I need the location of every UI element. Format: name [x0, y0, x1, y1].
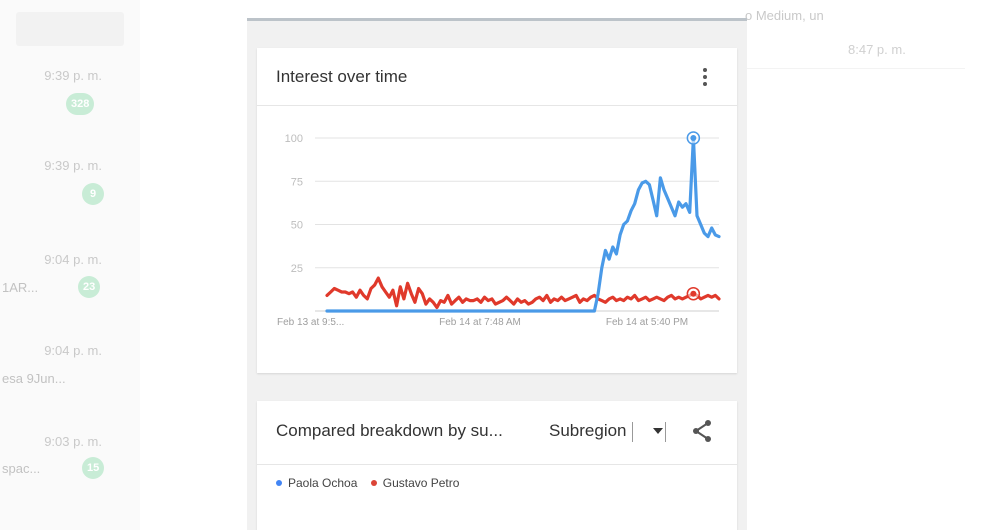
chat-time: 9:39 p. m. [44, 68, 102, 83]
unread-badge: 9 [82, 183, 104, 205]
subregion-select[interactable]: Subregion [549, 421, 627, 440]
legend-label: Gustavo Petro [382, 476, 460, 490]
y-tick-label: 100 [285, 133, 303, 145]
legend-dot [370, 479, 377, 486]
series-line-gustavo-petro [325, 276, 721, 310]
card-title: Interest over time [276, 67, 408, 86]
series-line-paola-ochoa [325, 136, 721, 313]
y-tick-label: 25 [291, 263, 303, 275]
legend-entry: Paola Ochoa [276, 476, 361, 490]
y-tick-label: 50 [291, 220, 303, 232]
chat-time: 9:04 p. m. [44, 252, 102, 267]
compared-breakdown-card: Compared breakdown by su... Subregion Pa… [257, 401, 737, 530]
x-tick-label: Feb 14 at 5:40 PM [606, 317, 688, 328]
legend-entry: Gustavo Petro [370, 476, 460, 490]
select-divider [632, 422, 633, 442]
legend: Paola Ochoa Gustavo Petro [276, 476, 469, 490]
chat-snippet: spac... [2, 461, 41, 476]
background-divider [745, 68, 965, 69]
divider [257, 464, 737, 465]
unread-badge: 328 [66, 93, 95, 115]
chat-time: 9:03 p. m. [44, 434, 102, 449]
select-divider [665, 422, 666, 442]
interest-line-chart: 100 75 50 25 Feb 13 at 9:5... Feb 14 at 7:48 … [277, 131, 721, 328]
background-search-box [16, 12, 124, 46]
chat-snippet: 1AR... [2, 280, 39, 295]
divider [257, 105, 737, 106]
legend-label: Paola Ochoa [288, 476, 358, 490]
legend-dot [276, 479, 282, 486]
chat-snippet: esa 9Jun... [2, 371, 66, 386]
background-chat-header: o Medium, un [745, 8, 824, 23]
more-vert-icon[interactable] [700, 66, 710, 88]
x-tick-label: Feb 13 at 9:5... [277, 317, 344, 328]
y-tick-label: 75 [291, 176, 303, 188]
chat-time: 9:04 p. m. [44, 343, 102, 358]
trends-panel: Interest over time 100 75 50 25 Feb 13 at 9:… [247, 18, 747, 530]
background-chat-time: 8:47 p. m. [848, 42, 906, 57]
chevron-down-icon[interactable] [653, 428, 663, 434]
panel-top-bar [247, 18, 747, 21]
highlight-marker-dot [690, 135, 697, 141]
interest-over-time-card: Interest over time 100 75 50 25 Feb 13 at 9:… [257, 48, 737, 373]
share-icon[interactable] [690, 418, 714, 444]
highlight-marker-dot [690, 290, 697, 297]
unread-badge: 23 [78, 276, 101, 298]
chat-time: 9:39 p. m. [44, 158, 102, 173]
x-tick-label: Feb 14 at 7:48 AM [439, 317, 521, 328]
unread-badge: 15 [82, 457, 105, 479]
background-chat-list [0, 0, 140, 530]
card-title: Compared breakdown by su... [276, 421, 503, 440]
